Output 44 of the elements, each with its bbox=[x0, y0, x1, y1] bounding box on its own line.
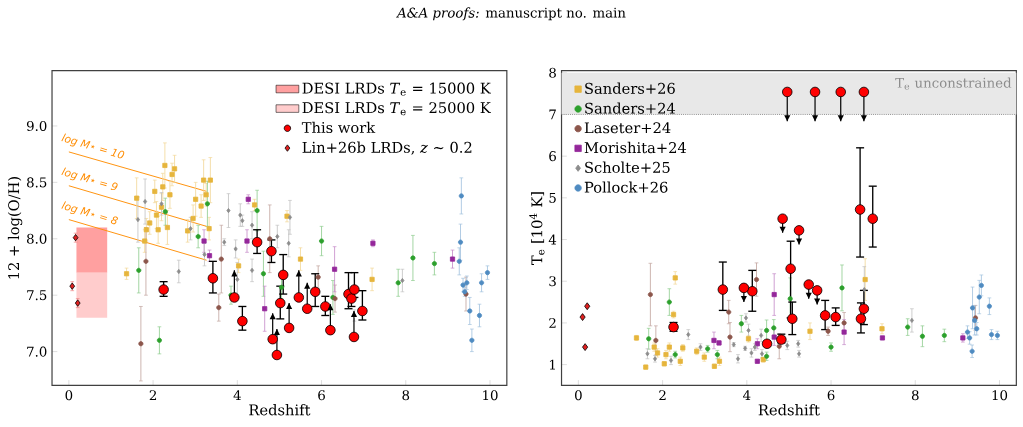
legend-label: Sanders+24 bbox=[585, 102, 676, 114]
y-tick-label: 7 bbox=[549, 109, 556, 120]
y-tick-label: 5 bbox=[549, 192, 556, 203]
y-tick-label: 4 bbox=[548, 234, 557, 245]
y-tick-label: 8.0 bbox=[27, 233, 47, 244]
x-axis-title: Redshift bbox=[758, 404, 820, 416]
x-tick-label: 2 bbox=[149, 390, 157, 401]
y-tick-label: 6 bbox=[549, 151, 556, 162]
legend-label: DESI LRDs T$_{e}$ = 25000 K bbox=[302, 102, 491, 116]
legend-label: This work bbox=[301, 121, 376, 134]
legend-label: Lin+26b LRDs, z ∼ 0.2 bbox=[302, 141, 472, 155]
x-tick-label: 4 bbox=[233, 390, 241, 401]
y-tick-label: 3 bbox=[549, 276, 556, 287]
y-tick-label: 8 bbox=[549, 67, 556, 78]
text: log M⋆ = 10 bbox=[61, 133, 125, 159]
legend-label: Laseter+24 bbox=[584, 122, 671, 134]
x-axis-title: Redshift bbox=[249, 404, 311, 416]
text: log M⋆ = 8 bbox=[61, 201, 118, 225]
y-tick-label: 1 bbox=[549, 359, 555, 370]
x-tick-label: 10 bbox=[483, 390, 498, 401]
y-tick-label: 7.0 bbox=[27, 346, 47, 357]
y-tick-label: 2 bbox=[549, 318, 556, 328]
legend-label: DESI LRDs T$_{e}$ = 15000 K bbox=[302, 82, 491, 96]
x-tick-label: 4 bbox=[743, 390, 751, 401]
band-label: T$_{e}$ unconstrained bbox=[895, 77, 1012, 90]
y-tick-label: 9.0 bbox=[26, 120, 47, 132]
x-tick-label: 0 bbox=[575, 390, 582, 401]
legend-label: Scholte+25 bbox=[585, 161, 670, 174]
y-axis-title: 12 + log(O/H) bbox=[7, 177, 23, 279]
x-tick-label: 8 bbox=[911, 390, 919, 401]
x-tick-label: 10 bbox=[992, 390, 1008, 401]
x-tick-label: 0 bbox=[65, 390, 73, 401]
legend-label: Sanders+26 bbox=[585, 82, 675, 95]
y-tick-label: 8.5 bbox=[27, 177, 47, 188]
x-tick-label: 8 bbox=[402, 390, 410, 401]
x-tick-label: 6 bbox=[827, 390, 835, 401]
text: A&A proofs: manuscript no. main bbox=[396, 7, 626, 21]
x-tick-label: 2 bbox=[659, 390, 666, 401]
text: log M⋆ = 9 bbox=[61, 167, 118, 191]
x-tick-label: 6 bbox=[318, 390, 325, 401]
y-axis-title: T$_{e}$ [10$^{4}$ K] bbox=[529, 192, 545, 266]
y-tick-label: 7.5 bbox=[27, 290, 47, 301]
legend-label: Morishita+24 bbox=[584, 141, 687, 154]
legend-label: Pollock+26 bbox=[584, 181, 668, 193]
